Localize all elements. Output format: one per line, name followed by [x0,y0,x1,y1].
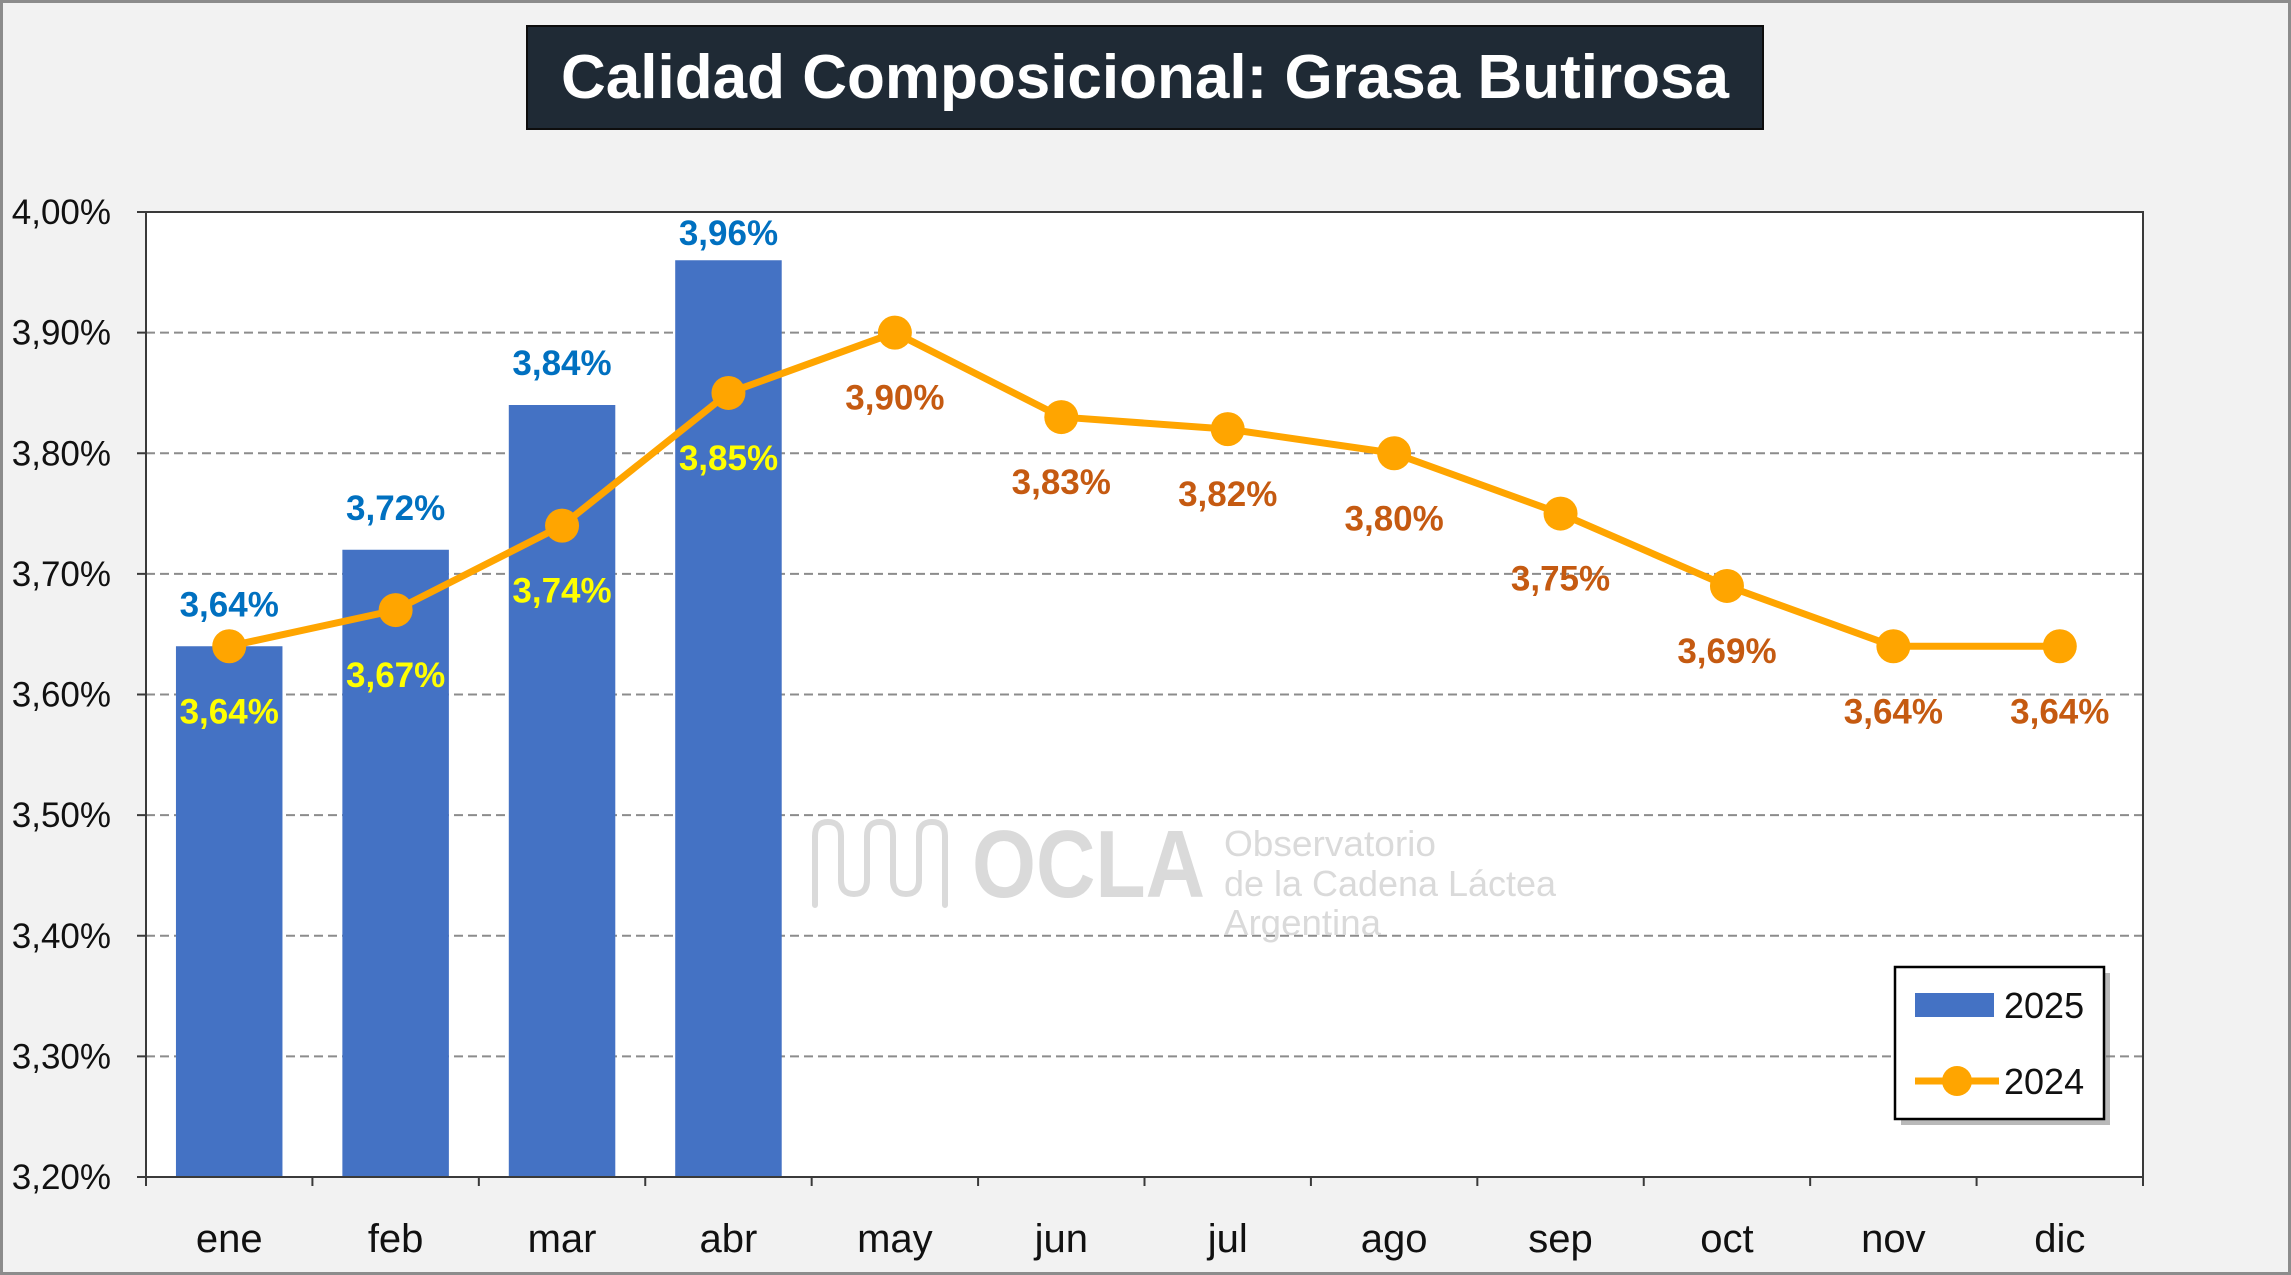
point-2024-sep [1543,496,1578,531]
y-tick-label: 4,00% [12,193,111,232]
x-tick-label-jun: jun [1034,1217,1088,1261]
line-series [212,315,2077,664]
watermark-line-3: Argentina [1224,902,1382,943]
point-2024-oct [1709,568,1744,603]
legend-label-bar-series: 2025 [2004,985,2084,1026]
data-label-2025-mar: 3,84% [512,344,611,383]
x-tick-label-ene: ene [196,1217,263,1261]
legend-label-line-series: 2024 [2004,1061,2084,1102]
point-2024-feb [378,593,413,628]
axes: 3,20% 3,30% 3,40% 3,50% 3,60% 3,70% 3,80% 3,90%… [12,193,2144,1261]
y-tick-label: 3,40% [12,917,111,956]
legend-swatch-marker [1942,1066,1972,1096]
line-2024 [228,329,2060,650]
data-label-2024-abr: 3,85% [679,439,778,478]
data-label-2024-ago: 3,80% [1345,499,1444,538]
y-tick-label: 3,20% [12,1158,111,1197]
data-label-2024-sep: 3,75% [1511,560,1610,599]
data-label-2024-may: 3,90% [845,379,944,418]
point-2024-mar [545,508,580,543]
y-tick-label: 3,50% [12,796,111,835]
ocla-logo-mark-icon [812,819,948,908]
x-tick-label-ago: ago [1361,1217,1428,1261]
y-tick-label: 3,90% [12,314,111,353]
ocla-watermark: OCLA Observatorio de la Cadena Láctea Ar… [812,811,1557,943]
data-label-2024-jul: 3,82% [1178,475,1277,514]
y-tick-label: 3,60% [12,676,111,715]
data-label-2024-jun: 3,83% [1012,463,1111,502]
x-tick-label-oct: oct [1700,1217,1753,1261]
bar-2025-abr [675,260,782,1177]
data-label-2025-feb: 3,72% [346,489,445,528]
point-2024-nov [1876,629,1911,664]
legend: 2025 2024 [1893,965,2110,1125]
bar-2025-ene [175,646,283,1177]
x-tick-label-may: may [857,1217,933,1261]
gridlines [146,331,2143,1058]
y-tick-label: 3,70% [12,555,111,594]
watermark-logo-text: OCLA [972,811,1205,918]
data-labels: 3,64% 3,72% 3,84% 3,96% 3,64% 3,67% 3,74% 3,85%… [180,214,2110,731]
point-2024-jul [1210,412,1245,447]
x-tick-label-sep: sep [1528,1217,1593,1261]
watermark-line-1: Observatorio [1224,823,1436,864]
point-2024-abr [711,375,746,410]
bar-2025-feb [342,549,449,1177]
legend-swatch-bar [1915,993,1994,1017]
chart-title: Calidad Composicional: Grasa Butirosa [561,43,1729,112]
point-2024-ene [212,629,247,664]
bars-series [175,260,782,1177]
x-tick-label-jul: jul [1207,1217,1248,1261]
watermark-line-2: de la Cadena Láctea [1224,863,1557,904]
data-label-2024-oct: 3,69% [1677,632,1776,671]
data-label-2024-ene: 3,64% [180,692,279,731]
x-tick-label-nov: nov [1861,1217,1926,1261]
point-2024-dic [2042,629,2077,664]
y-tick-label: 3,80% [12,434,111,473]
data-label-2024-feb: 3,67% [346,656,445,695]
x-tick-label-abr: abr [700,1217,758,1261]
x-tick-label-mar: mar [528,1217,597,1261]
data-label-2025-ene: 3,64% [180,585,279,624]
x-tick-label-dic: dic [2034,1217,2085,1261]
y-tick-label: 3,30% [12,1037,111,1076]
data-label-2024-nov: 3,64% [1844,692,1943,731]
data-label-2025-abr: 3,96% [679,214,778,253]
point-2024-may [877,315,912,350]
point-2024-jun [1044,400,1079,435]
data-label-2024-dic: 3,64% [2010,692,2109,731]
point-2024-ago [1377,436,1412,471]
chart-title-box: Calidad Composicional: Grasa Butirosa [526,25,1764,130]
data-label-2024-mar: 3,74% [512,572,611,611]
x-tick-label-feb: feb [368,1217,424,1261]
legend-box [1893,965,2106,1121]
